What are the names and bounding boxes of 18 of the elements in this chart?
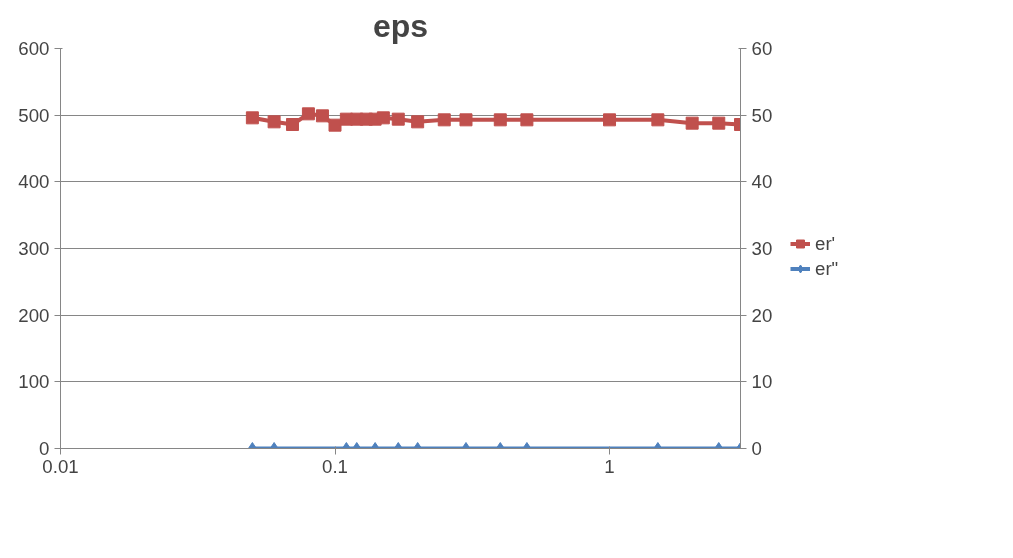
y2-tick-label: 60 [751, 38, 773, 59]
y2-tick-label: 10 [751, 371, 773, 393]
y2-tick-label: 30 [751, 238, 773, 259]
y-tick-label: 500 [18, 104, 50, 126]
chart-title: eps [372, 7, 429, 44]
y-tick-label: 100 [18, 371, 50, 393]
y2-tick-label: 40 [751, 171, 773, 193]
x-tick-label: 0.1 [322, 455, 348, 477]
legend-label: er" [815, 257, 839, 279]
y-tick-label: 300 [18, 238, 50, 259]
y-tick-label: 400 [18, 171, 50, 193]
x-tick-label: 1 [604, 455, 615, 477]
y-tick-label: 600 [18, 38, 50, 59]
y2-tick-label: 0 [751, 438, 762, 459]
y2-tick-label: 50 [751, 104, 773, 126]
y2-tick-label: 20 [751, 304, 773, 326]
y-tick-label: 200 [18, 304, 50, 326]
legend-label: er' [815, 232, 836, 254]
